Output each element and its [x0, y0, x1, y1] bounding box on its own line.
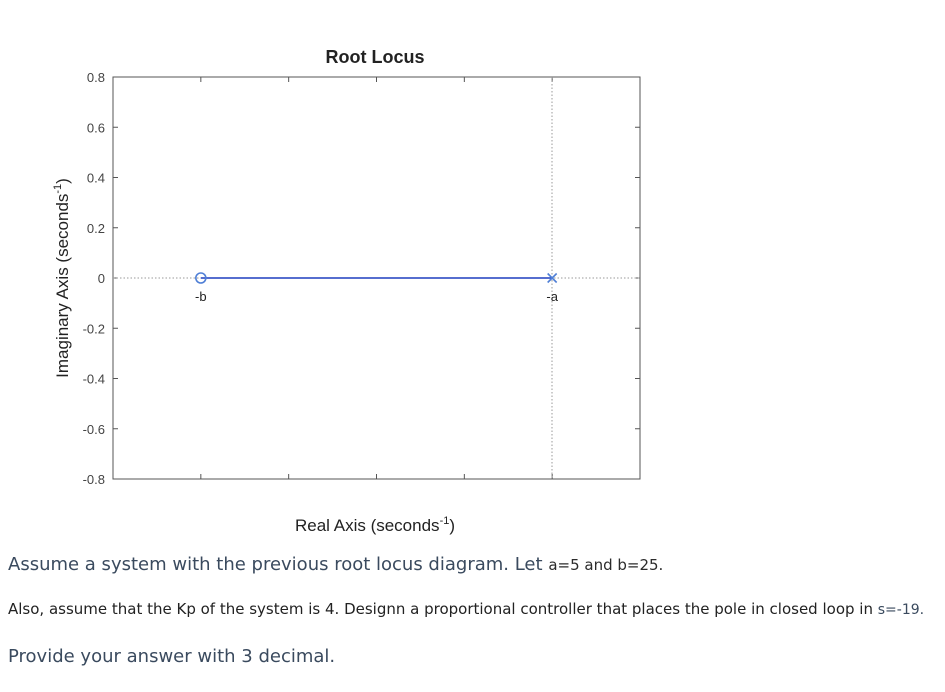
- y-tick-label: 0: [98, 271, 105, 286]
- locus-layer: -b -a: [195, 272, 559, 304]
- y-tick-label: -0.4: [83, 372, 105, 387]
- x-axis-label: Real Axis (seconds-1): [295, 515, 455, 535]
- question-line-1-values: a=5 and b=25.: [548, 556, 664, 574]
- pole-marker: [547, 272, 558, 284]
- y-axis-ticks: 0.8 0.6 0.4 0.2 0 -0.2 -0.4 -0.6 -0.8: [83, 70, 640, 487]
- question-line-2-main: Also, assume that the Kp of the system i…: [8, 600, 873, 618]
- y-tick-label: -0.6: [83, 422, 105, 437]
- chart-title: Root Locus: [326, 47, 425, 67]
- y-tick-label: -0.2: [83, 321, 105, 336]
- y-axis-label: Imaginary Axis (seconds-1): [52, 178, 72, 378]
- x-axis-ticks: [200, 77, 641, 479]
- question-line-2-target: s=-19.: [877, 602, 925, 618]
- y-tick-label: -0.8: [83, 472, 105, 487]
- y-tick-label: 0.2: [87, 221, 105, 236]
- root-locus-chart: Root Locus 0.8 0.6 0.4 0.2 0 -0.2 -0.4 -0.6 -0.8…: [52, 47, 641, 535]
- y-tick-label: 0.6: [87, 120, 105, 135]
- zero-marker: [195, 272, 207, 284]
- question-line-2: Also, assume that the Kp of the system i…: [8, 600, 924, 618]
- y-tick-label: 0.8: [87, 70, 105, 85]
- y-tick-label: 0.4: [87, 171, 105, 186]
- question-line-1-main: Assume a system with the previous root l…: [8, 554, 543, 575]
- pole-label: -a: [546, 289, 558, 304]
- zero-label: -b: [195, 289, 207, 304]
- question-line-1: Assume a system with the previous root l…: [8, 554, 663, 575]
- question-line-3: Provide your answer with 3 decimal.: [8, 646, 336, 667]
